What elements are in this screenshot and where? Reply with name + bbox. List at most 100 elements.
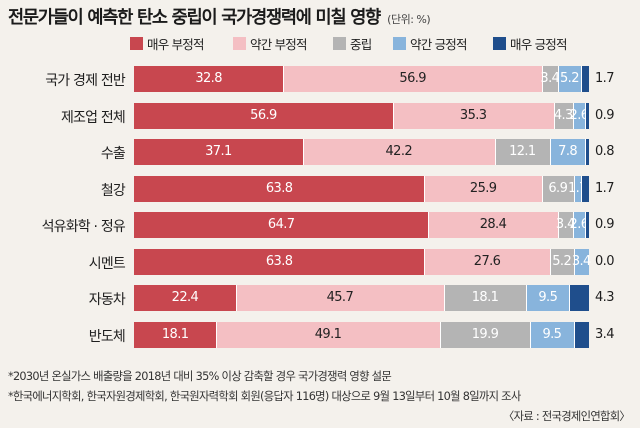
data-label: 32.8 (195, 71, 222, 86)
category-label: 반도체 (88, 328, 126, 345)
data-label: 28.4 (479, 217, 507, 232)
legend-item: 중립 (333, 34, 372, 52)
bar-segment (584, 102, 589, 129)
data-label: 64.7 (267, 217, 295, 232)
data-label: 9.5 (542, 326, 562, 342)
title-row: 전문가들이 예측한 탄소 중립이 국가경쟁력에 미칠 영향 (단위: %) (8, 4, 431, 30)
bar-segment (134, 175, 425, 202)
category-label: 시멘트 (88, 255, 126, 272)
data-label: 18.1 (161, 326, 189, 342)
bar-segment (424, 175, 543, 202)
bar-segment (549, 248, 574, 275)
bar-segment (134, 212, 429, 238)
legend-swatch (333, 36, 346, 50)
data-label: 3.4 (555, 217, 575, 232)
category-label: 제조업 전체 (60, 109, 126, 126)
data-label: 49.1 (314, 326, 342, 342)
legend-item: 약간 긍정적 (393, 34, 467, 52)
bar-segment (542, 66, 558, 92)
bar-segment (526, 285, 570, 311)
data-label: 4.3 (595, 290, 614, 305)
data-label: 18.1 (471, 290, 499, 305)
bar-segment (573, 102, 585, 129)
data-label: 56.9 (250, 107, 277, 123)
legend-label: 약간 부정적 (250, 36, 307, 52)
bar-segment (134, 66, 284, 92)
data-label: 19.9 (471, 326, 499, 342)
bar-segment (573, 248, 589, 275)
category-label: 석유화학 · 정유 (41, 219, 126, 235)
bar-segment (494, 139, 550, 165)
data-label: 2.6 (569, 217, 589, 232)
bar-segment (584, 212, 589, 238)
data-label: 35.3 (459, 107, 487, 123)
bar-segment (216, 321, 440, 348)
bar-segment (283, 66, 543, 92)
legend-item: 약간 부정적 (233, 34, 307, 52)
data-label: 0.9 (595, 107, 614, 123)
unit-label: (단위: %) (387, 13, 431, 26)
data-label: 0.0 (595, 253, 614, 269)
bar-segment (302, 139, 495, 165)
data-label: 0.8 (595, 144, 614, 159)
data-label: 2.6 (569, 107, 589, 123)
legend-item: 매우 긍정적 (493, 34, 567, 52)
category-label: 철강 (100, 182, 126, 199)
bar-segment (557, 66, 582, 92)
data-label: 3.4 (595, 326, 614, 342)
bar-segment (134, 321, 217, 348)
data-label: 63.8 (265, 180, 293, 196)
legend-swatch (233, 36, 246, 50)
bar-segment (557, 212, 574, 238)
chart-title: 전문가들이 예측한 탄소 중립이 국가경쟁력에 미칠 영향 (8, 8, 381, 28)
data-label: 4.3 (553, 107, 573, 123)
category-label: 국가 경제 전반 (45, 73, 126, 89)
data-label: 37.1 (205, 144, 232, 159)
legend-label: 약간 긍정적 (410, 36, 467, 52)
legend-swatch (493, 36, 506, 50)
data-label: 9.5 (538, 290, 558, 305)
bar-segment (439, 321, 531, 348)
bar-segment (392, 102, 554, 129)
legend-swatch (393, 36, 406, 50)
legend-swatch (130, 36, 143, 50)
data-label: 1.7 (595, 180, 614, 196)
bar-segment (573, 321, 589, 348)
bar-segment (134, 139, 303, 165)
data-label: 12.1 (509, 144, 536, 159)
legend-label: 매우 부정적 (147, 36, 204, 52)
bar-segment (424, 248, 550, 275)
bar-segment (573, 175, 582, 202)
bar-segment (530, 321, 574, 348)
bar-segment (134, 285, 236, 311)
bar-segment (573, 212, 585, 238)
data-label: 25.9 (469, 180, 497, 196)
legend-label: 중립 (350, 36, 372, 52)
stacked-bar-chart: 국가 경제 전반 32.8 56.9 3.4 5.2 1.7 제조업 전체 56.9 35.3 4… (0, 60, 640, 360)
bar-segment (549, 139, 586, 165)
data-label: 22.4 (171, 290, 199, 305)
data-label: 5.2 (552, 253, 572, 269)
data-label: 0.9 (595, 217, 614, 232)
bar-segment (428, 212, 558, 238)
bar-segment (235, 285, 444, 311)
data-label: 27.6 (473, 253, 501, 269)
data-label: 63.8 (265, 253, 293, 269)
data-label: 3.4 (540, 71, 560, 86)
bar-segment (542, 175, 574, 202)
data-label: 7.8 (558, 144, 578, 159)
bar-segment (134, 102, 393, 129)
data-label: 6.9 (548, 180, 568, 196)
data-label: 45.7 (326, 290, 354, 305)
data-label: 1.7 (595, 71, 614, 86)
legend-item: 매우 부정적 (130, 34, 204, 52)
bar-segment (134, 248, 425, 275)
category-label: 자동차 (88, 292, 126, 308)
data-label: 3.4 (571, 253, 591, 269)
legend: 매우 부정적 약간 부정적 중립 약간 긍정적 매우 긍정적 (130, 34, 635, 52)
bar-segment (581, 175, 589, 202)
footnote-respondents: *한국에너지학회, 한국자원경제학회, 한국원자력학회 회원(응답자 116명)… (8, 390, 521, 403)
data-label: 42.2 (385, 144, 413, 159)
bar-segment (553, 102, 574, 129)
